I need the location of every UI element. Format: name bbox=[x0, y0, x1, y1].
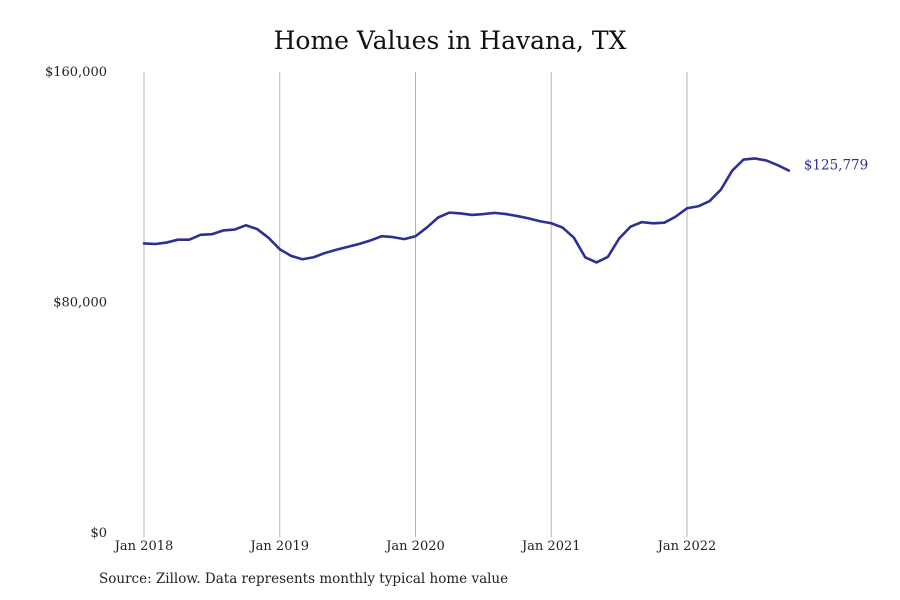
gridlines bbox=[143, 72, 688, 537]
y-tick-label: $80,000 bbox=[53, 296, 107, 311]
chart-title: Home Values in Havana, TX bbox=[273, 26, 627, 55]
series-group: $125,779 bbox=[142, 157, 868, 264]
x-tick-label: Jan 2019 bbox=[248, 539, 309, 554]
source-note: Source: Zillow. Data represents monthly … bbox=[99, 571, 509, 587]
y-tick-label: $0 bbox=[90, 526, 107, 541]
y-axis: $0 $80,000 $160,000 bbox=[45, 65, 107, 541]
x-axis: Jan 2018 Jan 2019 Jan 2020 Jan 2021 Jan 2022 bbox=[113, 539, 717, 554]
end-value-label: $125,779 bbox=[804, 158, 868, 174]
x-tick-label: Jan 2018 bbox=[113, 539, 174, 554]
x-tick-label: Jan 2020 bbox=[384, 539, 445, 554]
series-line bbox=[142, 157, 791, 264]
y-tick-label: $160,000 bbox=[45, 65, 107, 80]
x-tick-label: Jan 2022 bbox=[656, 539, 717, 554]
x-tick-label: Jan 2021 bbox=[520, 539, 581, 554]
